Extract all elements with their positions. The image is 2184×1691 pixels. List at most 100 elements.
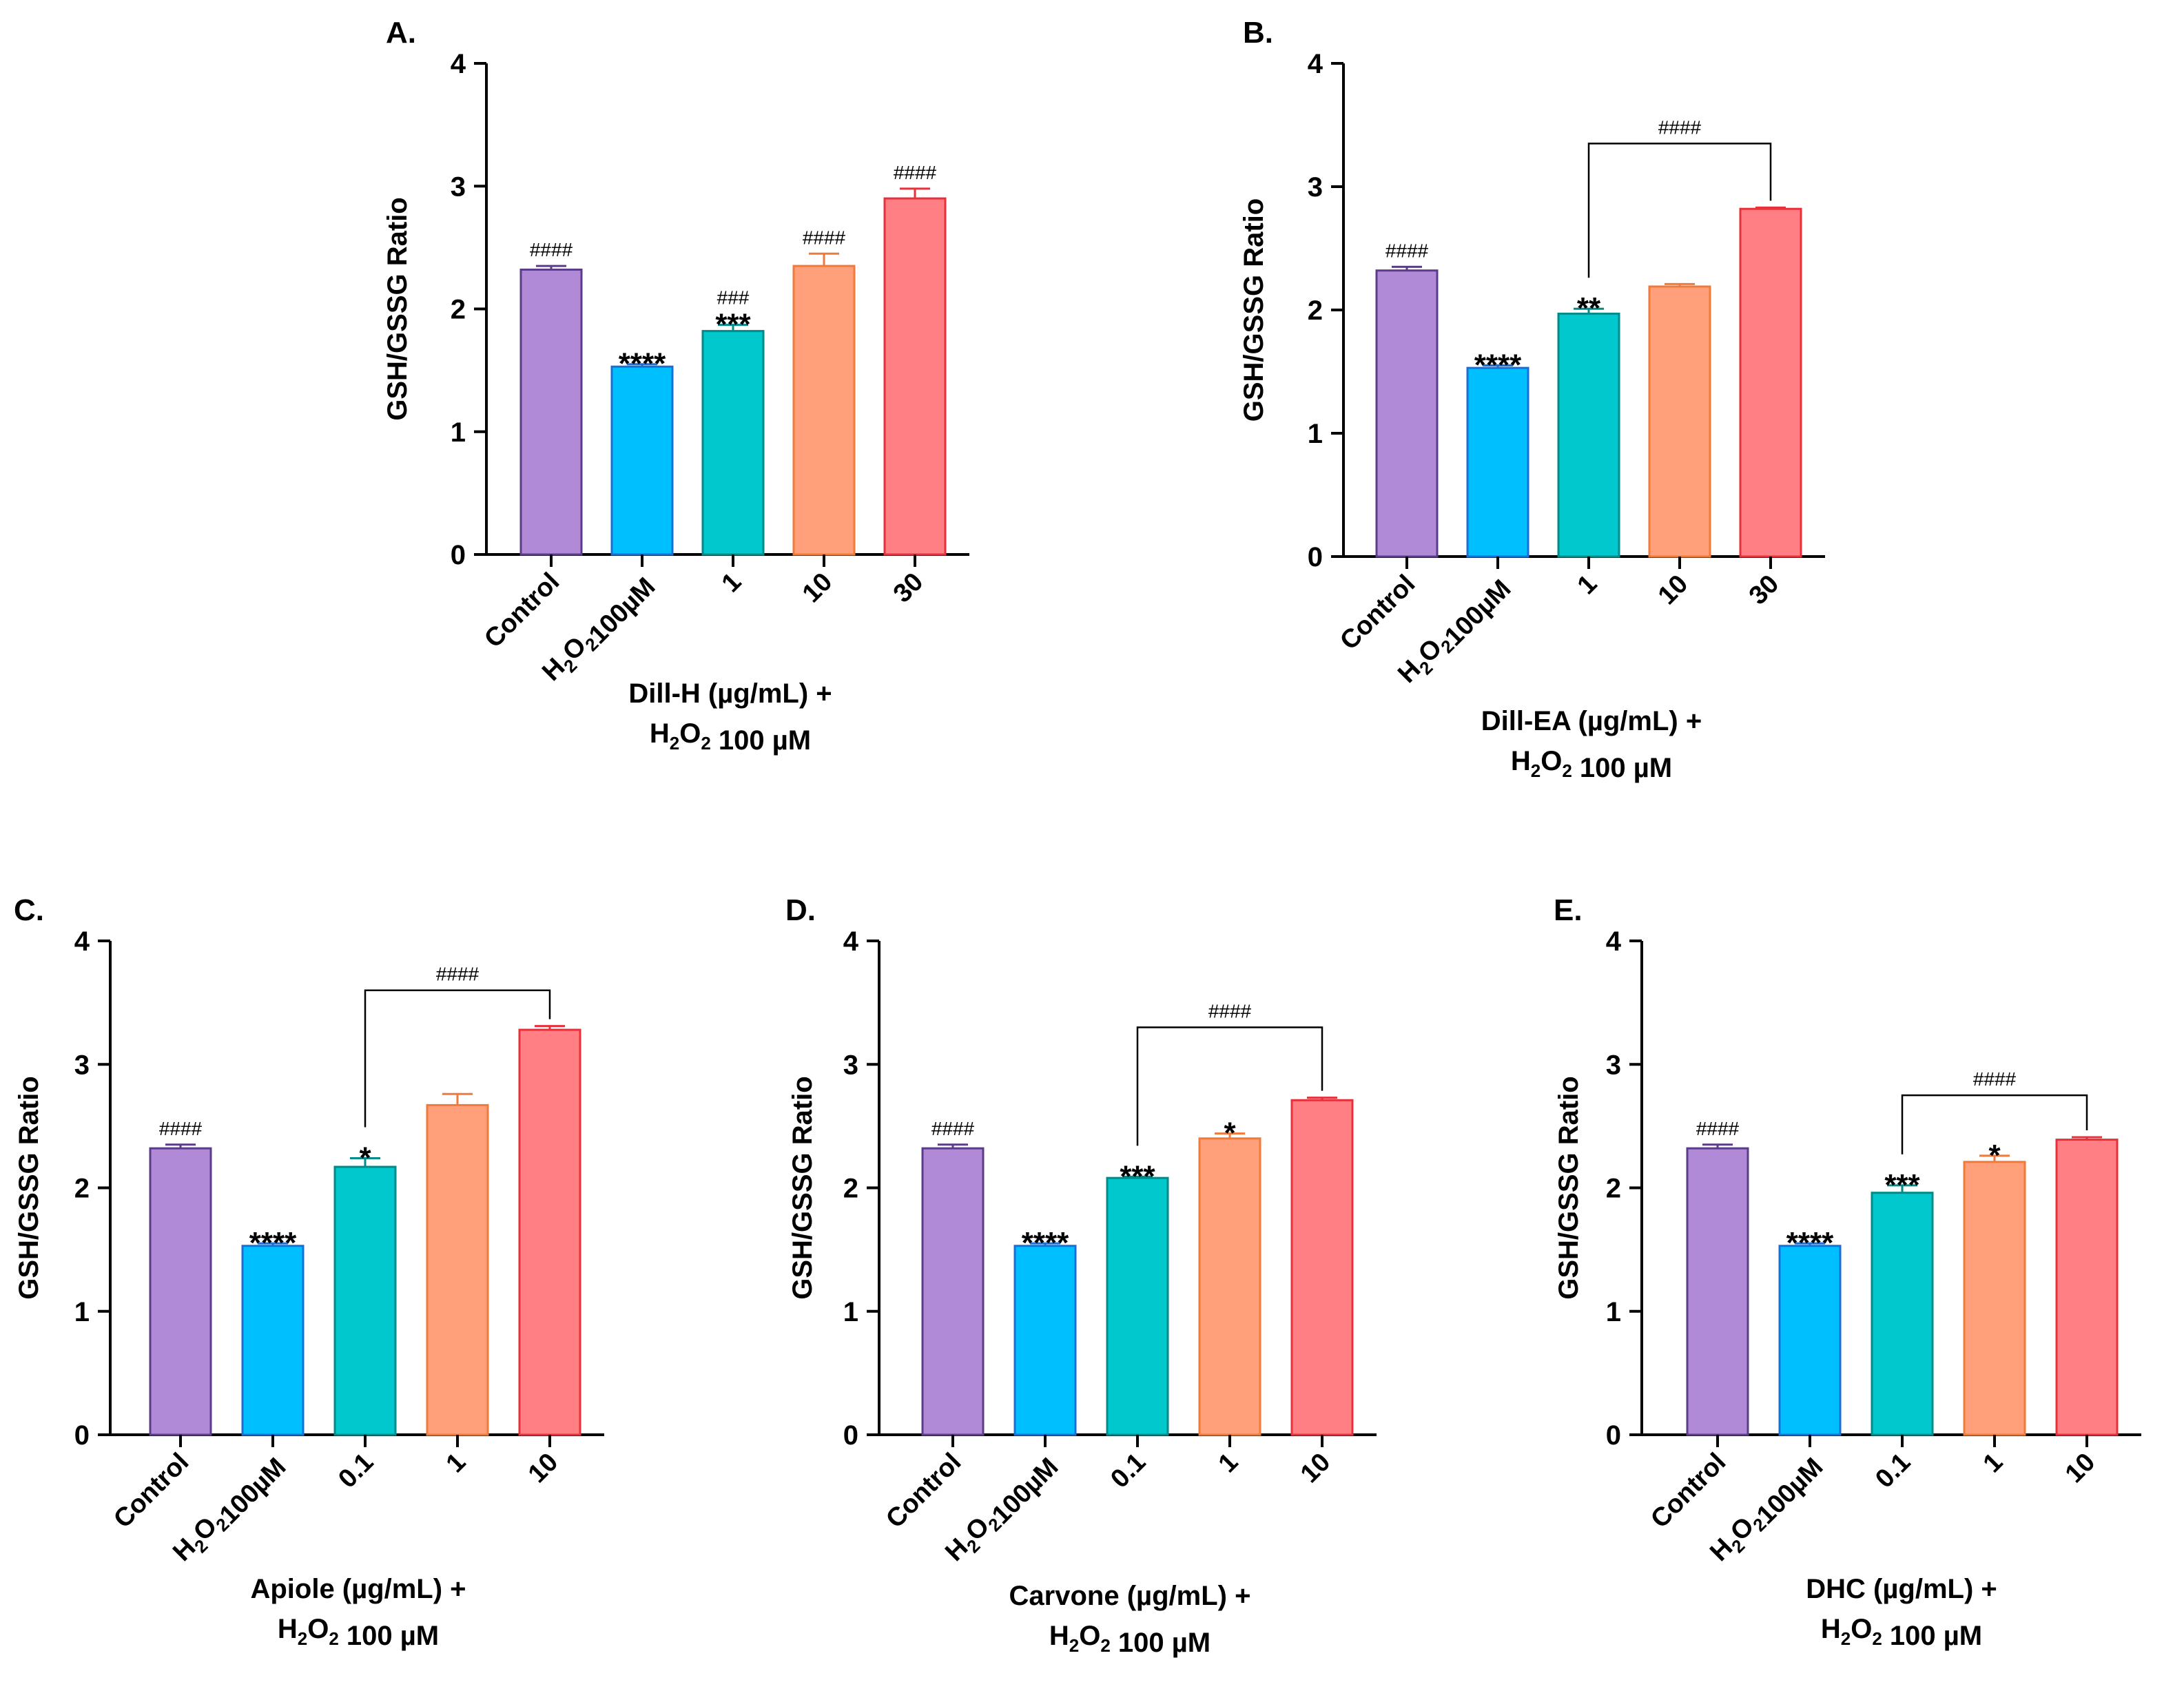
bar-3 — [1648, 285, 1711, 558]
y-tick-label: 4 — [843, 926, 859, 957]
panel-label: A. — [386, 16, 416, 50]
significance-label: #### — [894, 162, 937, 183]
y-tick-label: 2 — [1308, 295, 1323, 326]
bar-4 — [2055, 1139, 2119, 1436]
panel-label: B. — [1243, 16, 1273, 50]
x-axis-caption: H2O2 100 µM — [1821, 1614, 1982, 1651]
x-tick-label: Control — [1335, 570, 1421, 656]
bar-0 — [149, 1147, 212, 1436]
significance-label: *** — [1884, 1168, 1920, 1202]
x-axis-caption: DHC (µg/mL) + — [1806, 1574, 1997, 1604]
bar-2 — [333, 1165, 397, 1436]
bracket-label: #### — [1208, 1000, 1252, 1021]
bar-0 — [519, 268, 583, 556]
x-axis-caption: H2O2 100 µM — [278, 1614, 439, 1651]
y-tick-label: 4 — [451, 49, 466, 79]
y-tick-label: 4 — [1606, 926, 1622, 957]
bar-3 — [1963, 1161, 2026, 1436]
x-tick-label: 1 — [1213, 1448, 1244, 1479]
significance-label: * — [1988, 1139, 2001, 1172]
bar-4 — [518, 1028, 581, 1436]
bar-1 — [1466, 366, 1529, 558]
x-tick-label: 10 — [797, 568, 838, 609]
panel-label: D. — [785, 893, 816, 927]
x-tick-label: Control — [1645, 1448, 1731, 1534]
y-tick-label: 1 — [1606, 1297, 1621, 1327]
y-axis-label: GSH/GSSG Ratio — [14, 1076, 44, 1300]
y-tick-label: 0 — [1308, 542, 1323, 572]
y-tick-label: 3 — [74, 1050, 90, 1080]
x-tick-label: 0.1 — [333, 1448, 379, 1494]
significance-label: ### — [717, 287, 750, 309]
x-tick-label: 30 — [888, 568, 929, 609]
bracket-label: #### — [436, 964, 480, 985]
significance-label: **** — [1786, 1226, 1834, 1260]
x-tick-label: 1 — [1978, 1448, 2009, 1479]
x-axis-caption: Apiole (µg/mL) + — [250, 1574, 466, 1604]
significance-label: **** — [249, 1226, 297, 1260]
significance-label: **** — [1474, 349, 1522, 382]
comparison-bracket — [1136, 1026, 1323, 1146]
bar-2 — [1871, 1192, 1934, 1436]
y-tick-label: 0 — [1606, 1420, 1621, 1451]
significance-label: ** — [1577, 291, 1601, 325]
bar-4 — [883, 197, 947, 556]
significance-label: **** — [1022, 1226, 1069, 1260]
y-tick-label: 4 — [74, 926, 90, 957]
bar-0 — [1686, 1147, 1749, 1436]
bracket-label: #### — [1658, 116, 1702, 138]
y-axis-label: GSH/GSSG Ratio — [1239, 198, 1269, 422]
y-tick-label: 4 — [1308, 49, 1323, 79]
y-tick-label: 1 — [843, 1297, 858, 1327]
bar-3 — [426, 1103, 489, 1436]
significance-label: *** — [715, 308, 751, 342]
panel-label: C. — [14, 893, 44, 927]
y-tick-label: 2 — [1606, 1174, 1621, 1204]
y-tick-label: 1 — [451, 417, 466, 448]
x-tick-label: 30 — [1744, 570, 1785, 611]
y-tick-label: 3 — [1308, 172, 1323, 203]
y-tick-label: 0 — [74, 1420, 90, 1451]
bar-4 — [1290, 1099, 1354, 1436]
y-tick-label: 2 — [74, 1174, 90, 1204]
bar-4 — [1739, 207, 1802, 558]
x-axis-caption: H2O2 100 µM — [1511, 746, 1672, 783]
comparison-bracket — [1901, 1094, 2088, 1154]
significance-label: * — [1224, 1117, 1236, 1150]
significance-label: **** — [619, 347, 666, 381]
y-tick-label: 3 — [843, 1050, 858, 1080]
x-axis-caption: H2O2 100 µM — [650, 718, 811, 756]
bar-1 — [610, 365, 674, 556]
bar-3 — [792, 264, 856, 556]
y-tick-label: 1 — [74, 1297, 90, 1327]
significance-label: #### — [159, 1118, 203, 1139]
bar-2 — [701, 330, 765, 556]
x-axis-caption: Carvone (µg/mL) + — [1009, 1581, 1251, 1611]
significance-label: *** — [1120, 1159, 1155, 1193]
x-tick-label: 10 — [2060, 1448, 2101, 1489]
bar-2 — [1106, 1176, 1169, 1436]
y-tick-label: 0 — [451, 540, 466, 570]
x-tick-label: Control — [880, 1448, 967, 1534]
comparison-bracket — [1587, 143, 1772, 278]
y-tick-label: 3 — [451, 172, 466, 202]
bar-3 — [1198, 1137, 1261, 1436]
x-tick-label: 10 — [523, 1448, 564, 1489]
significance-label: #### — [1696, 1118, 1740, 1139]
y-tick-label: 3 — [1606, 1050, 1621, 1080]
bar-1 — [241, 1245, 305, 1436]
bar-0 — [1375, 269, 1439, 558]
x-tick-label: 1 — [717, 568, 748, 599]
bar-1 — [1013, 1245, 1077, 1436]
x-axis-caption: Dill-EA (µg/mL) + — [1481, 706, 1702, 736]
y-tick-label: 2 — [843, 1174, 858, 1204]
y-tick-label: 1 — [1308, 419, 1323, 449]
panel-label: E. — [1554, 893, 1583, 927]
y-axis-label: GSH/GSSG Ratio — [787, 1076, 818, 1300]
bracket-label: #### — [1973, 1068, 2017, 1090]
x-tick-label: Control — [479, 568, 565, 654]
